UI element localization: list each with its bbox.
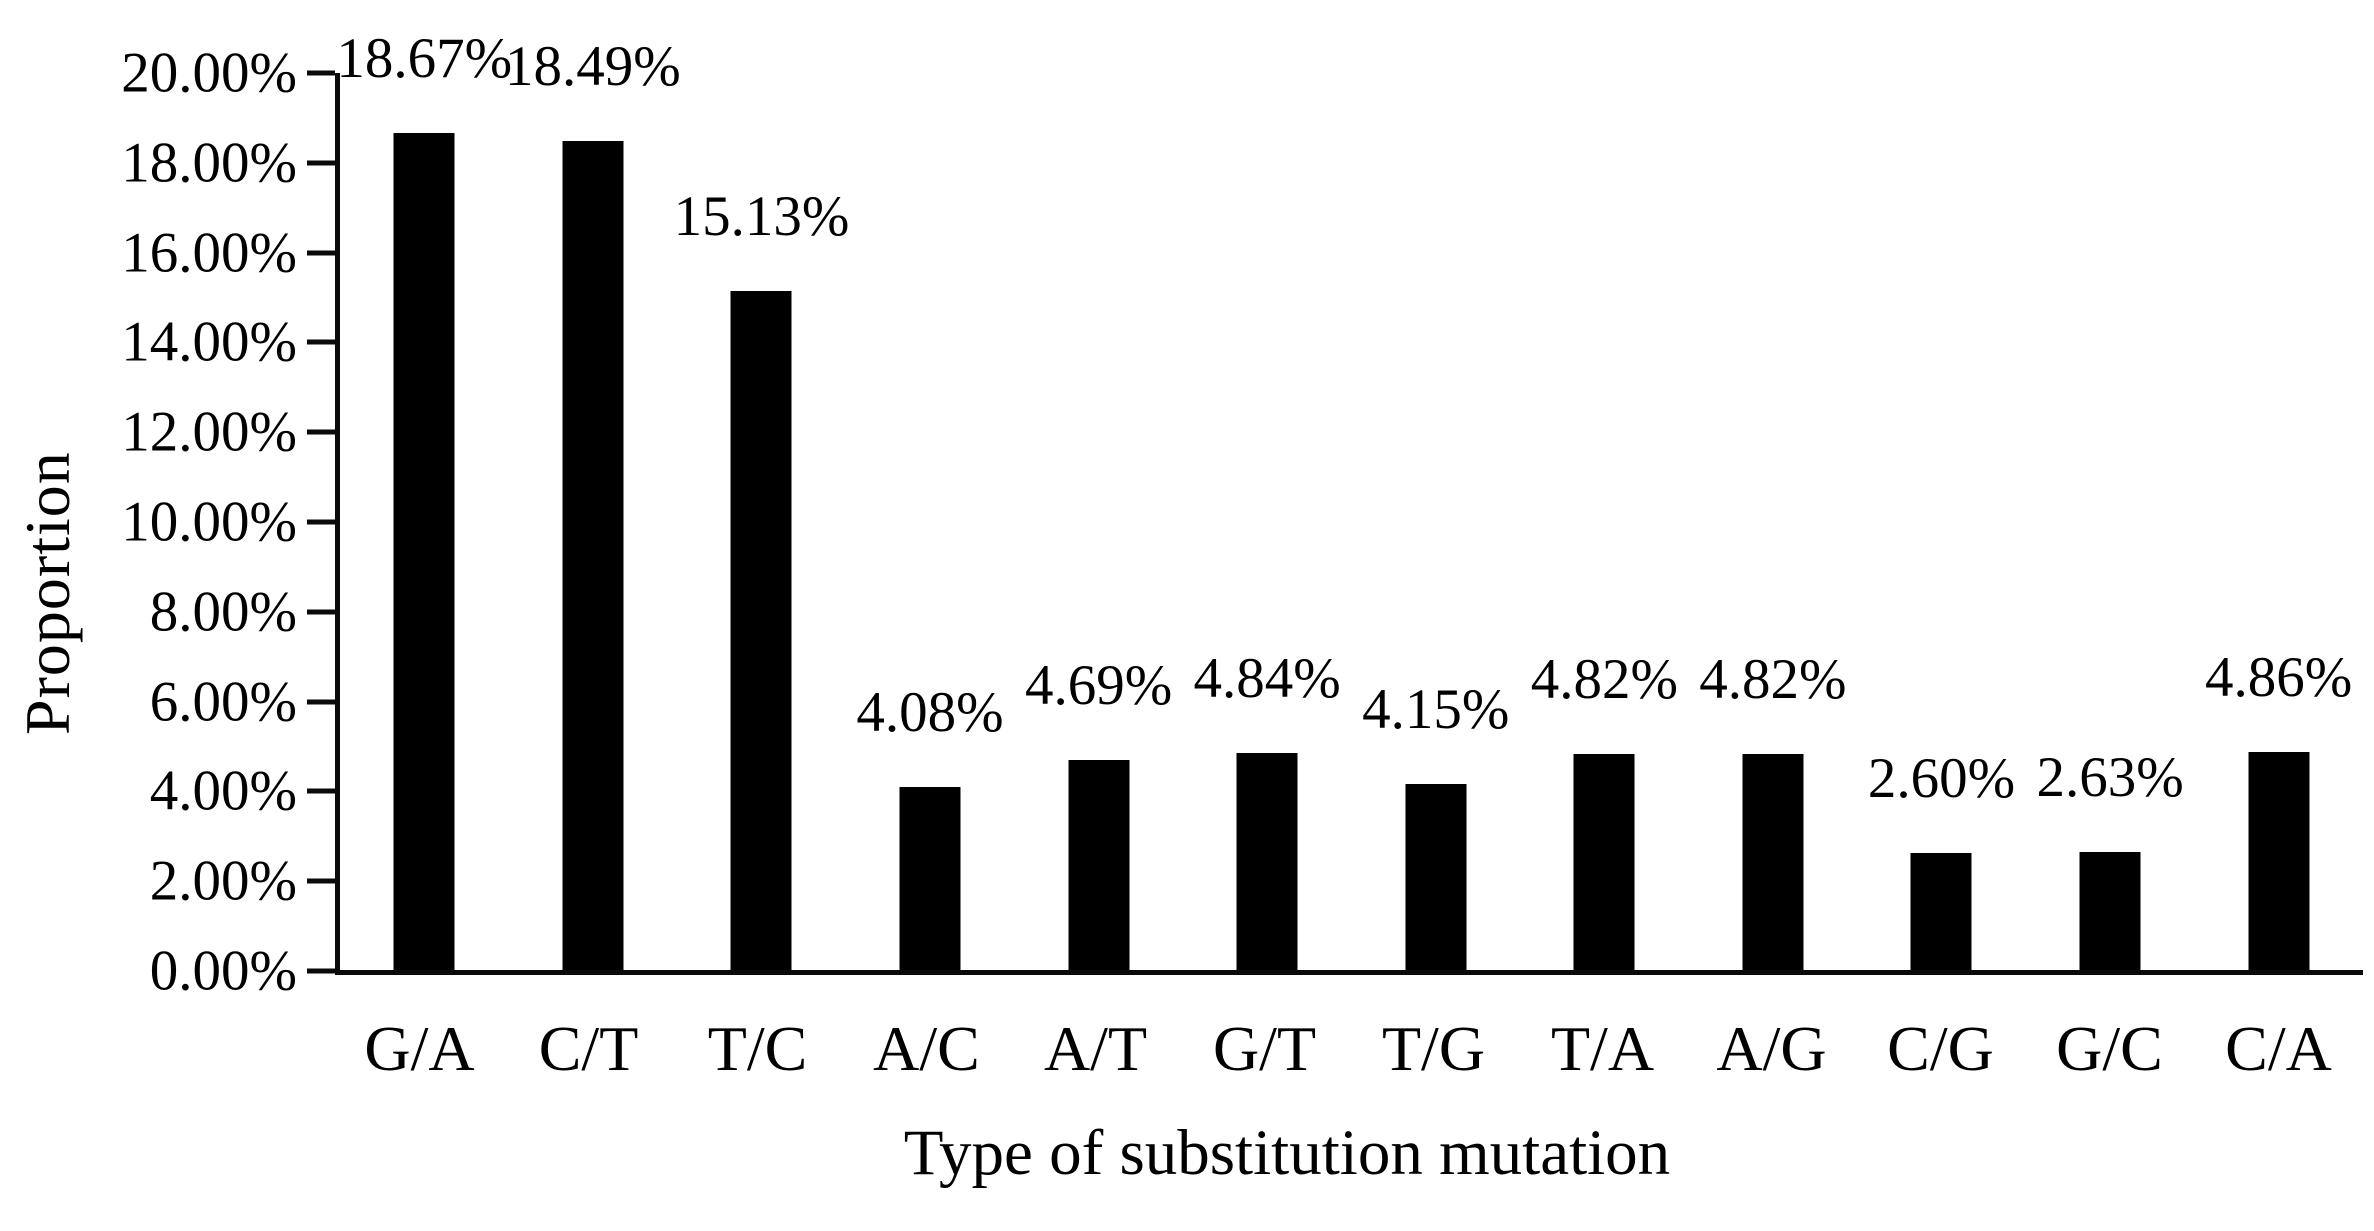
x-tick-label: A/G (1716, 1013, 1827, 1084)
y-tick: 18.00% (121, 134, 335, 191)
y-tick-label: 2.00% (149, 849, 297, 913)
bar-column: 15.13% (674, 73, 849, 970)
y-tick: 6.00% (150, 673, 335, 730)
bar-value-label: 4.08% (856, 681, 1004, 745)
y-tick: 0.00% (150, 943, 335, 1000)
y-tick-mark (307, 429, 335, 435)
x-tick-label: T/A (1550, 1013, 1655, 1084)
bar-value-label: 4.82% (1699, 647, 1847, 711)
y-tick: 12.00% (121, 404, 335, 461)
y-tick: 4.00% (150, 763, 335, 820)
y-tick-label: 16.00% (121, 221, 297, 285)
bar-column: 4.15% (1351, 73, 1520, 970)
bar (393, 132, 455, 970)
y-tick-mark (307, 968, 335, 974)
y-tick: 16.00% (121, 224, 335, 281)
bar-value-label: 4.86% (2205, 646, 2353, 710)
y-tick-label: 12.00% (121, 400, 297, 464)
bar (1573, 753, 1635, 970)
y-tick-label: 20.00% (121, 41, 297, 105)
x-tick-label: C/A (2225, 1013, 2332, 1084)
bar-column: 4.84% (1183, 73, 1352, 970)
bar (899, 787, 961, 970)
x-tick-label: C/T (538, 1013, 639, 1084)
bar-value-label: 18.67% (336, 26, 513, 90)
x-axis-labels: G/A C/T T/C A/C A/T G/T T/G T/A A/G C/G G/C C/A (335, 1013, 2363, 1084)
bar-column: 4.08% (846, 73, 1015, 970)
x-tick-label: A/T (1043, 1013, 1148, 1084)
bar-column: 18.49% (505, 38, 681, 970)
x-tick-label: G/T (1212, 1013, 1317, 1084)
bar (1405, 783, 1467, 970)
bar (2079, 852, 2141, 970)
bar-column: 18.67% (336, 30, 512, 970)
bar (1742, 753, 1804, 970)
x-tick-label: G/A (364, 1013, 475, 1084)
y-tick-mark (307, 609, 335, 615)
bar (1910, 853, 1972, 970)
bar (2248, 752, 2310, 970)
y-tick-mark (307, 339, 335, 345)
plot-area: 18.67% 18.49% 15.13% 4.08% 4.69% 4.84% 4.15% 4.… (335, 30, 2363, 975)
bar-column: 4.82% (1520, 73, 1689, 970)
y-tick: 20.00% (121, 45, 335, 102)
bar-column: 4.86% (2194, 73, 2363, 970)
y-tick-mark (307, 250, 335, 256)
y-tick-label: 4.00% (149, 759, 297, 823)
y-tick: 2.00% (150, 853, 335, 910)
bar-column: 4.82% (1689, 73, 1858, 970)
y-tick-mark (307, 70, 335, 76)
y-tick-label: 0.00% (149, 939, 297, 1003)
y-tick: 8.00% (150, 583, 335, 640)
y-tick: 14.00% (121, 314, 335, 371)
bar (730, 291, 792, 970)
y-tick-mark (307, 519, 335, 525)
bar-column: 2.63% (2026, 73, 2195, 970)
bar-column: 4.69% (1014, 73, 1183, 970)
x-tick-label: A/C (873, 1013, 980, 1084)
x-tick-label: C/G (1887, 1013, 1994, 1084)
y-axis: 20.00% 18.00% 16.00% 14.00% 12.00% 10.00% 8.00… (0, 45, 335, 1000)
bar-column: 2.60% (1857, 73, 2026, 970)
bar-value-label: 2.60% (1867, 747, 2016, 811)
bar (1236, 752, 1298, 970)
y-tick-mark (307, 788, 335, 794)
bar-value-label: 4.82% (1530, 647, 1678, 711)
x-tick-label: T/G (1381, 1013, 1486, 1084)
bar-value-label: 4.84% (1193, 646, 1341, 710)
x-tick-label: T/C (707, 1013, 808, 1084)
y-tick-mark (307, 878, 335, 884)
x-tick-label: G/C (2056, 1013, 2163, 1084)
y-tick-label: 18.00% (121, 131, 297, 195)
bar-value-label: 4.15% (1362, 677, 1510, 741)
bar-value-label: 2.63% (2036, 746, 2184, 810)
bar-value-label: 18.49% (504, 34, 681, 98)
y-tick-label: 6.00% (149, 670, 297, 734)
y-tick-label: 10.00% (121, 490, 297, 554)
bar (1068, 759, 1130, 970)
bar-value-label: 4.69% (1024, 653, 1173, 717)
y-tick-mark (307, 160, 335, 166)
bar (562, 140, 624, 970)
x-axis-title: Type of substitution mutation (903, 1117, 1671, 1189)
y-tick: 10.00% (121, 494, 335, 551)
y-tick-label: 8.00% (149, 580, 297, 644)
bar-value-label: 15.13% (673, 185, 850, 249)
y-tick-label: 14.00% (121, 310, 297, 374)
y-tick-mark (307, 699, 335, 705)
